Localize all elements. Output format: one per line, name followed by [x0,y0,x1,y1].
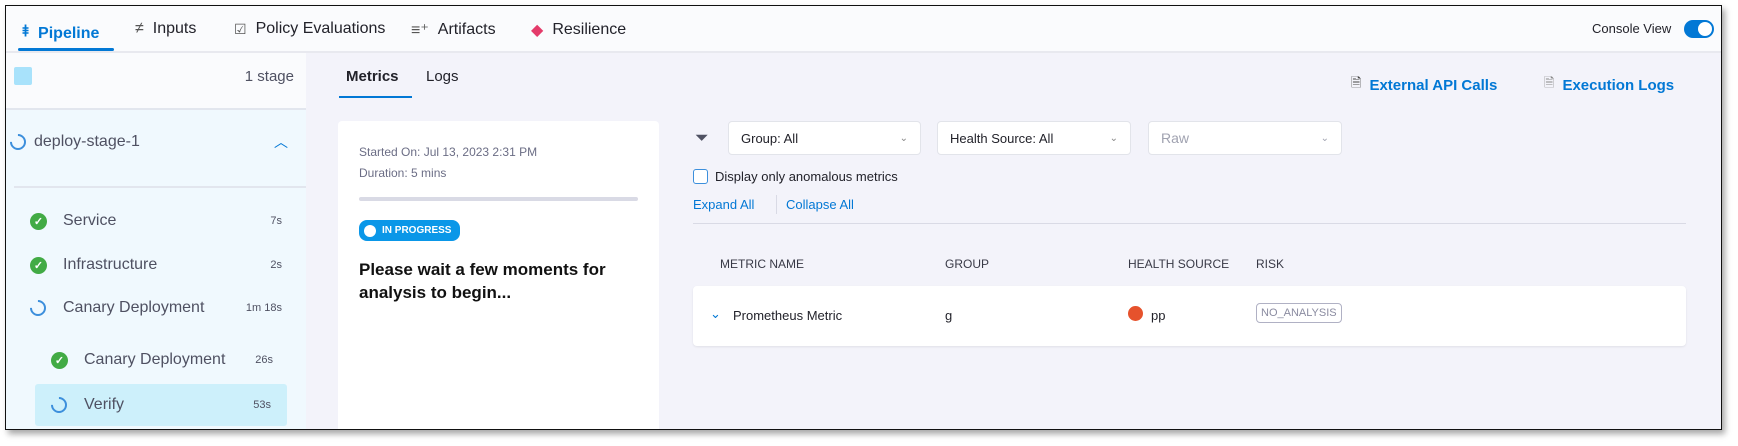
divider [776,195,777,214]
table-row[interactable]: ⌄ Prometheus Metric g pp NO_ANALYSIS [693,286,1686,346]
divider [14,186,306,188]
column-risk: RISK [1256,257,1285,271]
step-canary-deployment[interactable]: ✓ Canary Deployment 26s [51,351,273,369]
resilience-icon: ◆ [531,22,544,39]
data-type-dropdown[interactable]: Raw ⌄ [1148,121,1342,155]
external-api-calls-link[interactable]: 🗎 External API Calls [1351,74,1497,96]
prometheus-icon [1128,306,1143,321]
tab-inputs[interactable]: ≠ Inputs [135,20,197,37]
filter-icon: ⏷ [695,128,709,147]
success-icon: ✓ [30,256,47,274]
pipeline-execution-window: ⯒ Pipeline ≠ Inputs ☑ Policy Evaluations ≡⁺… [5,5,1722,430]
duration: Duration: 5 mins [359,166,447,180]
stage-count: 1 stage [244,68,294,85]
metric-group: g [945,308,953,323]
stage-graph-icon[interactable] [14,67,32,85]
step-infrastructure[interactable]: ✓ Infrastructure 2s [30,256,282,274]
column-metric-name: METRIC NAME [720,257,804,271]
clock-icon [364,224,376,237]
execution-logs-link[interactable]: 🗎 Execution Logs [1544,74,1674,96]
metrics-tab-indicator [339,96,412,98]
active-tab-indicator [18,48,114,51]
collapse-all-link[interactable]: Collapse All [786,197,854,212]
started-on: Started On: Jul 13, 2023 2:31 PM [359,145,538,159]
chevron-down-icon: ⌄ [1320,132,1329,144]
pipeline-icon: ⯒ [22,23,30,40]
tab-logs[interactable]: Logs [426,68,459,85]
step-canary-deployment-group[interactable]: Canary Deployment 1m 18s [26,296,282,320]
tab-policy-evaluations[interactable]: ☑ Policy Evaluations [234,20,386,37]
top-tab-bar: ⯒ Pipeline ≠ Inputs ☑ Policy Evaluations ≡⁺… [6,6,1721,53]
success-icon: ✓ [30,212,47,230]
step-service[interactable]: ✓ Service 7s [30,212,282,230]
anomalous-metrics-checkbox[interactable]: Display only anomalous metrics [693,169,898,184]
inputs-icon: ≠ [135,20,144,37]
checkbox[interactable] [693,169,708,184]
metric-name: Prometheus Metric [733,308,843,323]
chevron-down-icon[interactable]: ⌄ [710,306,721,321]
expand-all-link[interactable]: Expand All [693,197,755,212]
console-view-toggle[interactable] [1684,20,1714,38]
health-source-dropdown[interactable]: Health Source: All ⌄ [937,121,1131,155]
analysis-message: Please wait a few moments for analysis t… [359,260,606,302]
risk-badge: NO_ANALYSIS [1256,303,1342,323]
chevron-up-icon[interactable]: ︿ [274,134,288,150]
running-icon [6,130,30,154]
sidebar-header: 1 stage [6,53,306,110]
step-verify[interactable]: Verify 53s [35,384,287,426]
divider [693,223,1686,224]
chevron-down-icon: ⌄ [899,132,908,144]
column-group: GROUP [945,257,990,271]
column-health-source: HEALTH SOURCE [1128,257,1230,271]
stage-deploy-stage-1[interactable]: deploy-stage-1 ︿ [6,130,300,154]
document-icon: 🗎 [1544,75,1555,90]
group-dropdown[interactable]: Group: All ⌄ [728,121,921,155]
health-source: pp [1151,308,1166,323]
analysis-summary-card: Started On: Jul 13, 2023 2:31 PM Duratio… [338,121,659,429]
console-view-label: Console View [1592,21,1672,36]
tab-metrics[interactable]: Metrics [346,68,399,85]
success-icon: ✓ [51,351,68,369]
running-icon [47,393,71,417]
chevron-down-icon: ⌄ [1109,132,1118,144]
running-icon [26,296,50,320]
status-badge: IN PROGRESS [359,220,461,241]
tab-pipeline[interactable]: ⯒ Pipeline [22,20,99,47]
artifacts-icon: ≡⁺ [411,22,429,39]
tab-artifacts[interactable]: ≡⁺ Artifacts [411,21,496,39]
progress-bar [359,197,638,201]
tab-resilience[interactable]: ◆ Resilience [531,21,627,39]
stage-sidebar: 1 stage deploy-stage-1 ︿ ✓ Service 7s ✓ Inf… [6,53,306,429]
shield-check-icon: ☑ [234,20,247,37]
api-document-icon: 🗎 [1351,75,1362,90]
